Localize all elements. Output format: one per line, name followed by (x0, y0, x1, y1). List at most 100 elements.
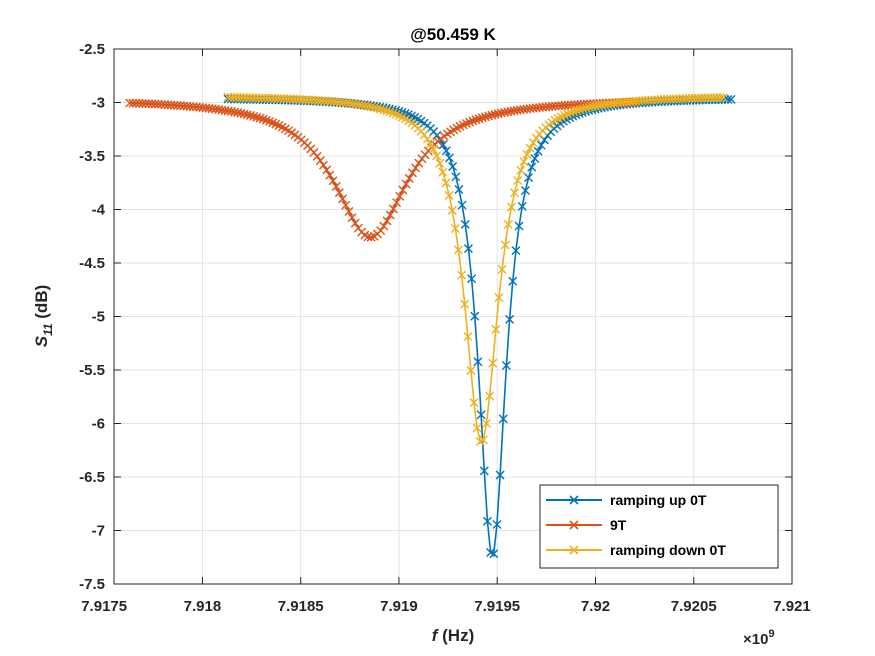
data-point-marker (500, 240, 510, 250)
y-tick-label: -5 (92, 309, 105, 326)
data-point-marker (723, 94, 733, 104)
data-point-marker (498, 414, 508, 424)
data-point-marker (249, 111, 259, 121)
data-point-marker (438, 167, 448, 177)
data-point-marker (258, 114, 268, 124)
data-point-marker (480, 112, 490, 122)
data-point-marker (516, 165, 526, 175)
data-point-marker (425, 139, 435, 149)
data-point-marker (497, 264, 507, 274)
ticks: 7.9175 7.918 7.9185 7.919 7.9195 7.92 7.9205 7.… (79, 41, 811, 615)
data-point-marker (325, 170, 335, 180)
data-point-marker (501, 360, 511, 370)
data-point-marker (398, 185, 408, 195)
data-point-marker (341, 200, 351, 210)
data-point-marker (454, 184, 464, 194)
data-point-marker (318, 160, 328, 170)
data-point-marker (379, 105, 389, 115)
x-axis-label: f (Hz) (432, 626, 475, 645)
data-point-marker (477, 113, 487, 123)
x-tick-label: 7.9205 (671, 598, 717, 615)
data-point-marker (474, 114, 484, 124)
series-line (227, 96, 724, 443)
data-point-marker (422, 134, 432, 144)
data-point-marker (495, 470, 505, 480)
legend-marker (569, 545, 579, 555)
data-point-marker (478, 435, 488, 445)
data-point-marker (514, 221, 524, 231)
data-point-marker (315, 156, 325, 166)
y-tick-label: -7 (92, 523, 105, 540)
data-point-marker (513, 175, 523, 185)
data-point-marker (471, 115, 481, 125)
data-point-marker (533, 146, 543, 156)
y-axis-label-rest: (dB) (32, 285, 51, 324)
x-axis-label-italic: f (432, 626, 440, 645)
data-point-marker (347, 213, 357, 223)
data-point-marker (473, 357, 483, 367)
data-point-marker (388, 204, 398, 214)
legend: ramping up 0T 9T ramping down 0T (539, 484, 779, 569)
data-point-marker (350, 218, 360, 228)
y-tick-label: -7.5 (79, 576, 105, 593)
data-point-marker (508, 276, 518, 286)
data-point-marker (366, 232, 376, 242)
x-tick-label: 7.919 (380, 598, 418, 615)
data-point-marker (506, 202, 516, 212)
data-point-marker (312, 151, 322, 161)
data-point-marker (726, 94, 736, 104)
data-point-marker (505, 314, 515, 324)
data-point-marker (444, 190, 454, 200)
x-tick-label: 7.921 (773, 598, 811, 615)
data-point-marker (460, 219, 470, 229)
x-axis-exponent: ×109 (743, 628, 775, 648)
y-tick-label: -4.5 (79, 255, 105, 272)
data-point-marker (457, 200, 467, 210)
data-point-marker (469, 398, 479, 408)
data-point-marker (524, 173, 534, 183)
svg-text:S11 (dB): S11 (dB) (32, 285, 55, 348)
data-point-marker (463, 244, 473, 254)
x-tick-label: 7.9175 (81, 598, 127, 615)
data-point-marker (438, 140, 448, 150)
data-point-marker (522, 149, 532, 159)
data-point-marker (569, 107, 579, 117)
data-point-marker (429, 144, 439, 154)
data-point-marker (328, 176, 338, 186)
data-point-marker (334, 188, 344, 198)
data-point-marker (520, 186, 530, 196)
x-axis-exponent-base: ×10 (743, 631, 768, 648)
data-point-marker (245, 111, 255, 120)
data-point-marker (404, 173, 414, 183)
data-point-marker (488, 358, 498, 368)
data-point-marker (467, 274, 477, 284)
data-point-marker (435, 158, 445, 168)
y-tick-label: -3.5 (79, 148, 105, 165)
data-point-marker (407, 168, 417, 178)
data-point-marker (463, 332, 473, 342)
data-point-marker (451, 172, 461, 182)
data-point-marker (385, 210, 395, 220)
data-point-marker (511, 246, 521, 256)
y-tick-label: -2.5 (79, 41, 105, 58)
data-point-marker (468, 116, 478, 126)
data-point-marker (448, 161, 458, 171)
series-ramping-down-0t (223, 92, 728, 447)
data-point-marker (510, 188, 520, 198)
data-point-marker (491, 324, 501, 334)
data-point-marker (395, 191, 405, 201)
data-point-marker (382, 216, 392, 226)
series-layer (125, 92, 736, 559)
data-point-marker (482, 516, 492, 526)
y-tick-label: -5.5 (79, 362, 105, 379)
y-tick-label: -6.5 (79, 469, 105, 486)
data-point-marker (718, 93, 728, 103)
legend-marker (569, 495, 579, 505)
y-axis-label-subscript: 11 (41, 323, 55, 336)
data-point-marker (715, 93, 725, 103)
data-point-marker (401, 179, 411, 189)
y-axis-label: S11 (dB) (32, 285, 55, 348)
y-axis-label-main: S (32, 335, 51, 347)
data-point-marker (528, 138, 538, 148)
data-point-marker (457, 270, 467, 280)
